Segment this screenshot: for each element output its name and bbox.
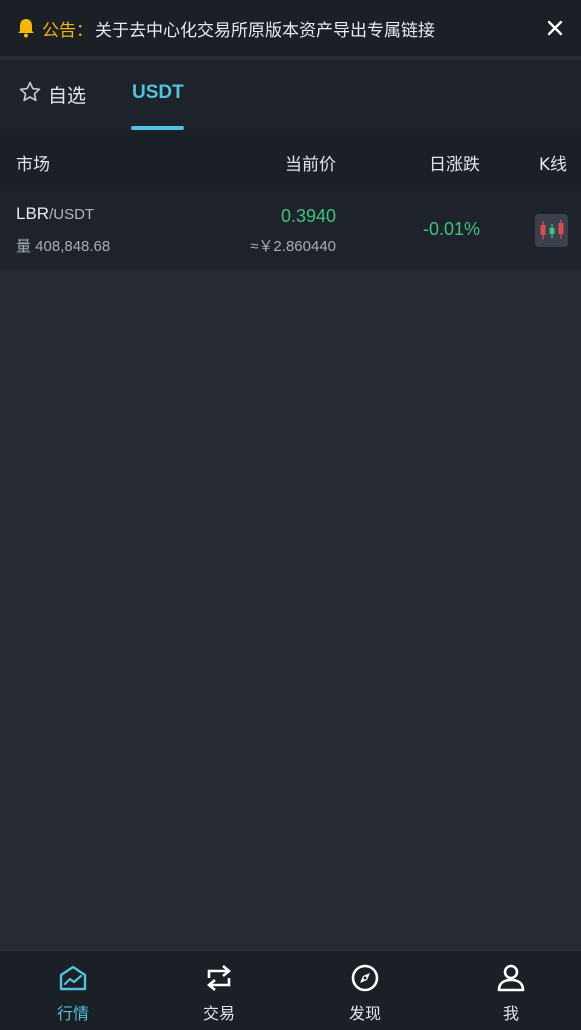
compass-icon <box>350 963 380 993</box>
pair-quote: /USDT <box>49 206 95 223</box>
column-change[interactable]: 日涨跌 <box>429 155 480 175</box>
notice-prefix: 公告： <box>42 20 93 41</box>
tab-favorites-label: 自选 <box>48 84 87 107</box>
nav-me-label: 我 <box>502 1004 519 1023</box>
notice-bar[interactable]: 公告： 关于去中心化交易所原版本资产导出专属链接 <box>0 0 581 56</box>
notice-text[interactable]: 关于去中心化交易所原版本资产导出专属链接 <box>95 20 435 41</box>
tab-favorites[interactable]: 自选 <box>18 80 86 108</box>
tab-usdt[interactable]: USDT <box>132 82 184 104</box>
close-icon[interactable] <box>543 16 567 40</box>
star-outline-icon <box>18 80 42 108</box>
nav-market[interactable]: 行情 <box>23 951 123 1030</box>
column-kline: K线 <box>538 155 567 175</box>
market-tabs: 自选 USDT <box>0 60 581 130</box>
bell-icon <box>16 18 36 38</box>
pair-name: LBR/USDT <box>16 204 94 224</box>
nav-me[interactable]: 我 <box>461 951 561 1030</box>
table-row[interactable]: LBR/USDT 量 408,848.68 0.3940 ≈￥2.860440 … <box>0 190 581 270</box>
tab-usdt-label: USDT <box>132 82 184 103</box>
active-tab-indicator <box>131 126 184 130</box>
swap-icon <box>204 963 234 993</box>
nav-market-label: 行情 <box>56 1004 89 1023</box>
nav-discover[interactable]: 发现 <box>315 951 415 1030</box>
pair-price: 0.3940 <box>280 206 336 226</box>
pair-price-cny: ≈￥2.860440 <box>250 238 336 255</box>
candlestick-chart-icon[interactable] <box>535 214 568 247</box>
user-icon <box>496 963 526 993</box>
nav-discover-label: 发现 <box>348 1004 381 1023</box>
pair-base: LBR <box>16 204 50 223</box>
bottom-nav: 行情 交易 发现 我 <box>0 950 581 1030</box>
column-price[interactable]: 当前价 <box>285 155 336 175</box>
nav-trade-label: 交易 <box>202 1004 235 1023</box>
column-market[interactable]: 市场 <box>16 155 50 175</box>
nav-trade[interactable]: 交易 <box>169 951 269 1030</box>
table-header: 市场 当前价 日涨跌 K线 <box>0 130 581 190</box>
pair-change: -0.01% <box>422 219 480 239</box>
market-chart-icon <box>58 963 88 993</box>
pair-volume: 量 408,848.68 <box>16 238 111 255</box>
